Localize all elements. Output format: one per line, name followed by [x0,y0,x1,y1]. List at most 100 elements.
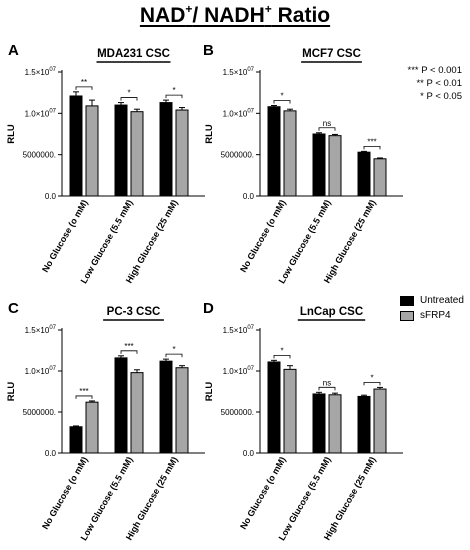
significance-label: * [172,345,175,354]
significance-bracket [120,97,138,101]
y-axis-label: RLU [6,382,17,402]
title-mid: / NADH [192,4,265,27]
title-suffix: Ratio [271,4,331,27]
series-legend: Untreated sFRP4 [400,293,464,323]
significance-label: * [370,373,373,382]
bar-untreated [357,395,371,454]
significance-label: ns [323,378,331,387]
x-tick-label: No Glucose (o mM) [238,455,288,531]
sig-legend-line: *** P < 0.001 [407,65,463,76]
significance-bracket [75,86,93,90]
x-tick-label: No Glucose (o mM) [40,198,90,274]
bar-untreated [69,95,83,197]
y-tick-label: 0.0 [45,449,57,458]
sig-legend-line: * P < 0.05 [420,91,462,102]
panel-title: PC-3 CSC [107,306,161,318]
y-axis-label: RLU [6,124,17,144]
significance-label: *** [79,387,88,396]
significance-bracket [273,354,291,359]
x-tick-label: Low Glucose (5.5 mM) [79,455,135,542]
bar-untreated [312,393,326,454]
y-tick-label: 0.0 [243,449,255,458]
y-tick-label: 1.5×1007 [25,325,57,335]
sig-legend-line: ** P < 0.01 [416,78,462,89]
title-sup2: + [264,2,272,16]
bar-sfrp4 [328,135,342,197]
bar-untreated [267,106,281,197]
y-tick-label: 1.5×1007 [223,325,255,335]
bar-untreated [159,360,173,454]
y-tick-label: 1.0×1007 [25,366,57,376]
significance-label: ** [81,78,87,87]
legend-item-sfrp4: sFRP4 [400,308,464,323]
significance-bracket [363,145,381,150]
title-prefix: NAD [139,4,186,27]
bar-untreated [159,102,173,197]
panel-letter: D [203,300,214,317]
significance-label: ns [323,119,331,128]
x-tick-label: High Glucose (25 mM) [124,198,180,285]
y-tick-label: 0.0 [45,192,57,201]
bar-sfrp4 [85,401,99,454]
y-tick-label: 1.0×1007 [223,108,255,118]
x-tick-label: High Glucose (25 mM) [322,198,378,285]
legend-label: Untreated [420,295,464,306]
legend-swatch-sfrp4 [400,310,414,321]
bar-untreated [69,426,83,454]
significance-bracket [120,350,138,354]
y-axis-label: RLU [204,382,215,402]
significance-label: * [280,346,283,355]
bar-untreated [267,361,281,454]
bar-sfrp4 [175,367,189,454]
bar-sfrp4 [283,110,297,197]
significance-bracket [318,127,336,131]
x-tick-label: Low Glucose (5.5 mM) [79,198,135,285]
panel-letter: C [8,300,19,317]
x-tick-label: No Glucose (o mM) [238,198,288,274]
y-tick-label: 1.0×1007 [223,366,255,376]
x-tick-label: High Glucose (25 mM) [322,455,378,542]
significance-label: *** [367,137,376,146]
y-tick-label: 5000000. [221,151,254,160]
bar-untreated [114,104,128,197]
significance-label: * [127,89,130,98]
bar-sfrp4 [130,372,144,454]
bar-sfrp4 [328,394,342,454]
y-tick-label: 5000000. [221,408,254,417]
x-tick-label: High Glucose (25 mM) [124,455,180,542]
significance-bracket [273,100,291,104]
significance-label: * [280,91,283,100]
significance-bracket [318,386,336,391]
legend-swatch-untreated [400,295,414,306]
significance-label: *** [124,342,133,351]
bar-untreated [357,151,371,197]
figure-title: NAD+/ NADH+ Ratio [0,2,470,28]
bar-sfrp4 [130,111,144,197]
chart-panel-b: B MCF7 CSC 0.0 5000000. 1.0×1007 1.5×1007 RLU *… [203,42,403,285]
x-tick-label: No Glucose (o mM) [40,455,90,531]
y-tick-label: 1.5×1007 [223,67,255,77]
significance-bracket [363,382,381,386]
panel-title: MDA231 CSC [97,48,170,60]
y-tick-label: 1.5×1007 [25,67,57,77]
chart-panel-a: A MDA231 CSC 0.0 5000000. 1.0×1007 1.5×1007 RL… [6,42,205,285]
bar-sfrp4 [373,158,387,197]
bar-sfrp4 [175,109,189,197]
bar-sfrp4 [283,368,297,454]
panel-title: LnCap CSC [300,306,363,318]
legend-item-untreated: Untreated [400,293,464,308]
x-tick-label: Low Glucose (5.5 mM) [277,198,333,285]
chart-panel-d: D LnCap CSC 0.0 5000000. 1.0×1007 1.5×1007 RLU… [203,300,403,542]
significance-bracket [165,94,183,99]
y-axis-label: RLU [204,124,215,144]
significance-legend: *** P < 0.001 ** P < 0.01 * P < 0.05 [392,64,463,103]
panel-letter: A [8,42,19,59]
panel-title: MCF7 CSC [302,48,361,60]
significance-bracket [165,353,183,358]
chart-panel-c: C PC-3 CSC 0.0 5000000. 1.0×1007 1.5×1007 RLU *… [6,300,205,542]
y-tick-label: 5000000. [23,408,56,417]
title-sup1: + [185,2,193,16]
bar-untreated [312,133,326,197]
bar-untreated [114,357,128,454]
